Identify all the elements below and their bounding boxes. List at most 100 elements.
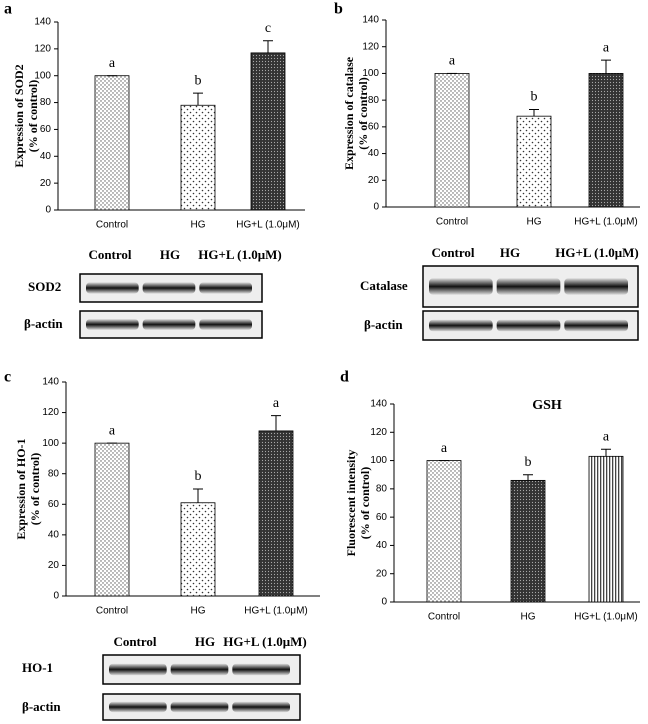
y-tick-label: 120 (370, 427, 387, 438)
bar (588, 455, 624, 603)
chart-title: GSH (532, 398, 562, 413)
error-bar (601, 59, 611, 74)
blot-column-label: Control (431, 245, 474, 260)
blot-band (170, 701, 229, 713)
x-tick-label: Control (96, 606, 128, 617)
error-bar (193, 488, 203, 503)
y-tick-label: 80 (368, 95, 380, 106)
y-tick-label: 100 (370, 455, 387, 466)
y-tick-label: 140 (34, 17, 51, 28)
significance-letter: a (603, 40, 610, 55)
bar (180, 104, 216, 211)
blot-band (109, 701, 167, 713)
blot-column-label: HG (500, 245, 520, 260)
x-tick-label: Control (436, 217, 468, 228)
significance-letter: a (449, 54, 456, 69)
blot-row-label: HO-1 (22, 660, 53, 675)
blot-row-label: SOD2 (28, 279, 61, 294)
x-tick-label: HG+L (1.0μM) (574, 217, 637, 228)
panel-label: c (4, 369, 11, 386)
significance-letter: a (441, 441, 448, 456)
y-tick-label: 120 (362, 41, 379, 52)
bar (426, 460, 462, 603)
blot-column-label: Control (88, 247, 131, 262)
significance-letter: b (525, 455, 532, 470)
y-tick-label: 20 (48, 560, 60, 571)
y-axis-label: Expression of catalase (342, 56, 356, 170)
error-bar (523, 474, 533, 481)
blot-row-label: β-actin (24, 316, 63, 331)
bar (180, 502, 216, 597)
error-bar (529, 108, 539, 117)
bar (510, 479, 546, 603)
panel-label: b (334, 1, 343, 18)
y-tick-label: 80 (376, 483, 388, 494)
y-tick-label: 0 (45, 205, 51, 216)
panel-label: a (4, 1, 12, 18)
blot-band (564, 278, 628, 295)
y-tick-label: 140 (42, 377, 59, 388)
significance-letter: b (531, 90, 538, 105)
blot-band (142, 319, 196, 330)
blot-column-label: HG (160, 247, 180, 262)
y-tick-label: 20 (40, 178, 52, 189)
y-tick-label: 40 (376, 540, 388, 551)
blot-band (86, 319, 139, 330)
y-tick-label: 60 (376, 512, 388, 523)
bar (94, 442, 130, 597)
bar (516, 115, 552, 208)
y-axis-label: Fluorescent intensity (344, 450, 358, 557)
y-axis-label: Expression of SOD2 (12, 64, 26, 167)
y-axis-label: (% of control) (356, 77, 370, 149)
x-tick-label: HG (191, 606, 206, 617)
x-tick-label: Control (96, 220, 128, 231)
significance-letter: a (109, 56, 116, 71)
blot-band (496, 278, 561, 295)
x-tick-label: HG+L (1.0μM) (244, 606, 307, 617)
y-tick-label: 100 (34, 70, 51, 81)
y-tick-label: 20 (368, 175, 380, 186)
y-tick-label: 100 (42, 438, 59, 449)
blot-band (142, 282, 196, 294)
x-tick-label: HG+L (1.0μM) (574, 612, 637, 623)
error-bar (263, 40, 273, 53)
panel-label: d (340, 369, 349, 386)
blot-row-label: β-actin (22, 699, 61, 714)
significance-letter: b (195, 73, 202, 88)
blot-column-label: HG (195, 634, 215, 649)
y-tick-label: 140 (362, 15, 379, 26)
significance-letter: a (603, 429, 610, 444)
blot-band (429, 319, 493, 332)
blot-row-label: β-actin (364, 317, 403, 332)
y-tick-label: 40 (368, 148, 380, 159)
significance-letter: a (273, 396, 280, 411)
y-axis-label: (% of control) (358, 467, 372, 539)
significance-letter: a (109, 423, 116, 438)
blot-band (564, 319, 628, 332)
bar (94, 75, 130, 211)
y-tick-label: 80 (40, 97, 52, 108)
bar (434, 73, 470, 208)
blot-row-label: Catalase (360, 278, 408, 293)
y-tick-label: 60 (48, 499, 60, 510)
y-tick-label: 20 (376, 568, 388, 579)
y-tick-label: 0 (373, 202, 379, 213)
blot-band (232, 663, 290, 676)
error-bar (271, 415, 281, 431)
blot-band (199, 319, 252, 330)
y-tick-label: 40 (40, 151, 52, 162)
blot-band (496, 319, 561, 332)
x-tick-label: HG (527, 217, 542, 228)
error-bar (601, 448, 611, 457)
y-tick-label: 60 (40, 124, 52, 135)
blot-column-label: HG+L (1.0μM) (223, 634, 306, 649)
y-tick-label: 40 (48, 529, 60, 540)
y-tick-label: 120 (42, 407, 59, 418)
y-axis-label: Expression of HO-1 (14, 438, 28, 539)
y-axis-label: (% of control) (26, 80, 40, 152)
blot-band (109, 663, 167, 676)
blot-band (170, 663, 229, 676)
blot-band (86, 282, 139, 294)
y-tick-label: 60 (368, 121, 380, 132)
blot-column-label: Control (113, 634, 156, 649)
